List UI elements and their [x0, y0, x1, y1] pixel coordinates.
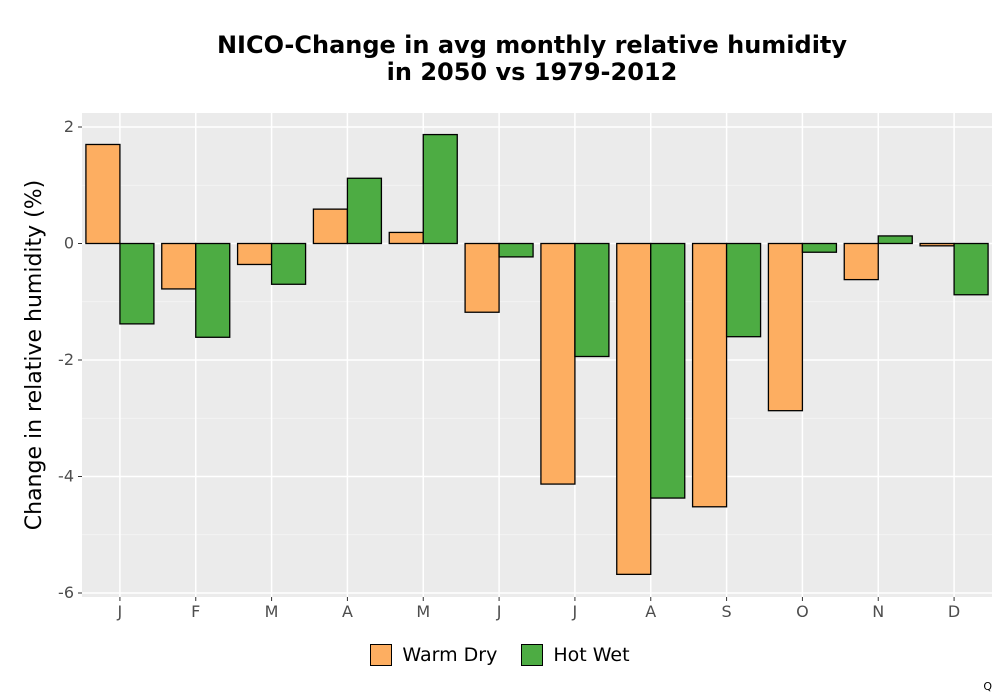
bar-hot-wet-2 — [270, 242, 307, 285]
bar-hot-wet-1 — [195, 242, 231, 338]
x-tick-label: A — [645, 602, 656, 621]
bar-hot-wet-5 — [498, 242, 534, 258]
chart-title-line-2: in 2050 vs 1979-2012 — [386, 58, 678, 86]
plot-panel — [82, 113, 992, 597]
x-tick-label: F — [191, 602, 200, 621]
bar-hot-wet-7 — [650, 242, 686, 499]
bar-hot-wet-3 — [346, 177, 383, 245]
x-tick-label: M — [265, 602, 279, 621]
bar-hot-wet-8 — [725, 242, 762, 338]
chart-title-line-1: NICO-Change in avg monthly relative humi… — [216, 31, 848, 59]
bar-warm-dry-11 — [919, 242, 955, 247]
bar-warm-dry-8 — [691, 242, 728, 508]
bar-warm-dry-2 — [236, 242, 273, 266]
bar-warm-dry-4 — [388, 231, 424, 245]
bar-hot-wet-4 — [422, 133, 458, 245]
bar-warm-dry-1 — [161, 242, 197, 290]
x-tick-label: J — [117, 602, 123, 621]
bar-warm-dry-5 — [464, 242, 500, 313]
bar-warm-dry-10 — [843, 242, 879, 281]
legend: Warm Dry Hot Wet — [0, 640, 1000, 670]
bar-warm-dry-3 — [312, 208, 349, 245]
legend-swatch-warm-dry — [370, 644, 393, 666]
legend-label-hot-wet: Hot Wet — [553, 644, 630, 666]
bar-warm-dry-6 — [540, 242, 576, 485]
y-tick-label: 2 — [64, 117, 74, 136]
bar-hot-wet-10 — [877, 235, 913, 245]
legend-item-warm-dry: Warm Dry — [370, 644, 497, 666]
x-tick-label: O — [796, 602, 809, 621]
bar-hot-wet-6 — [574, 242, 610, 358]
y-tick-label: -2 — [58, 350, 74, 369]
bar-hot-wet-9 — [801, 242, 838, 253]
x-tick-label: J — [572, 602, 578, 621]
legend-swatch-hot-wet — [521, 644, 544, 666]
legend-item-hot-wet: Hot Wet — [521, 644, 630, 666]
bar-warm-dry-0 — [85, 143, 121, 245]
x-tick-label: A — [342, 602, 353, 621]
x-tick-label: J — [496, 602, 502, 621]
x-tick-label: D — [948, 602, 960, 621]
y-tick-label: -6 — [58, 583, 74, 602]
bar-warm-dry-7 — [616, 242, 652, 576]
footnote: Q — [983, 680, 992, 693]
bar-hot-wet-0 — [119, 242, 155, 325]
bar-warm-dry-9 — [767, 242, 804, 412]
x-tick-label: S — [722, 602, 732, 621]
x-tick-label: N — [872, 602, 884, 621]
y-axis-label: Change in relative humidity (%) — [22, 180, 47, 530]
legend-label-warm-dry: Warm Dry — [402, 644, 498, 666]
y-tick-label: -4 — [58, 467, 74, 486]
bar-hot-wet-11 — [953, 242, 989, 296]
x-tick-label: M — [416, 602, 430, 621]
y-tick-label: 0 — [64, 234, 74, 253]
